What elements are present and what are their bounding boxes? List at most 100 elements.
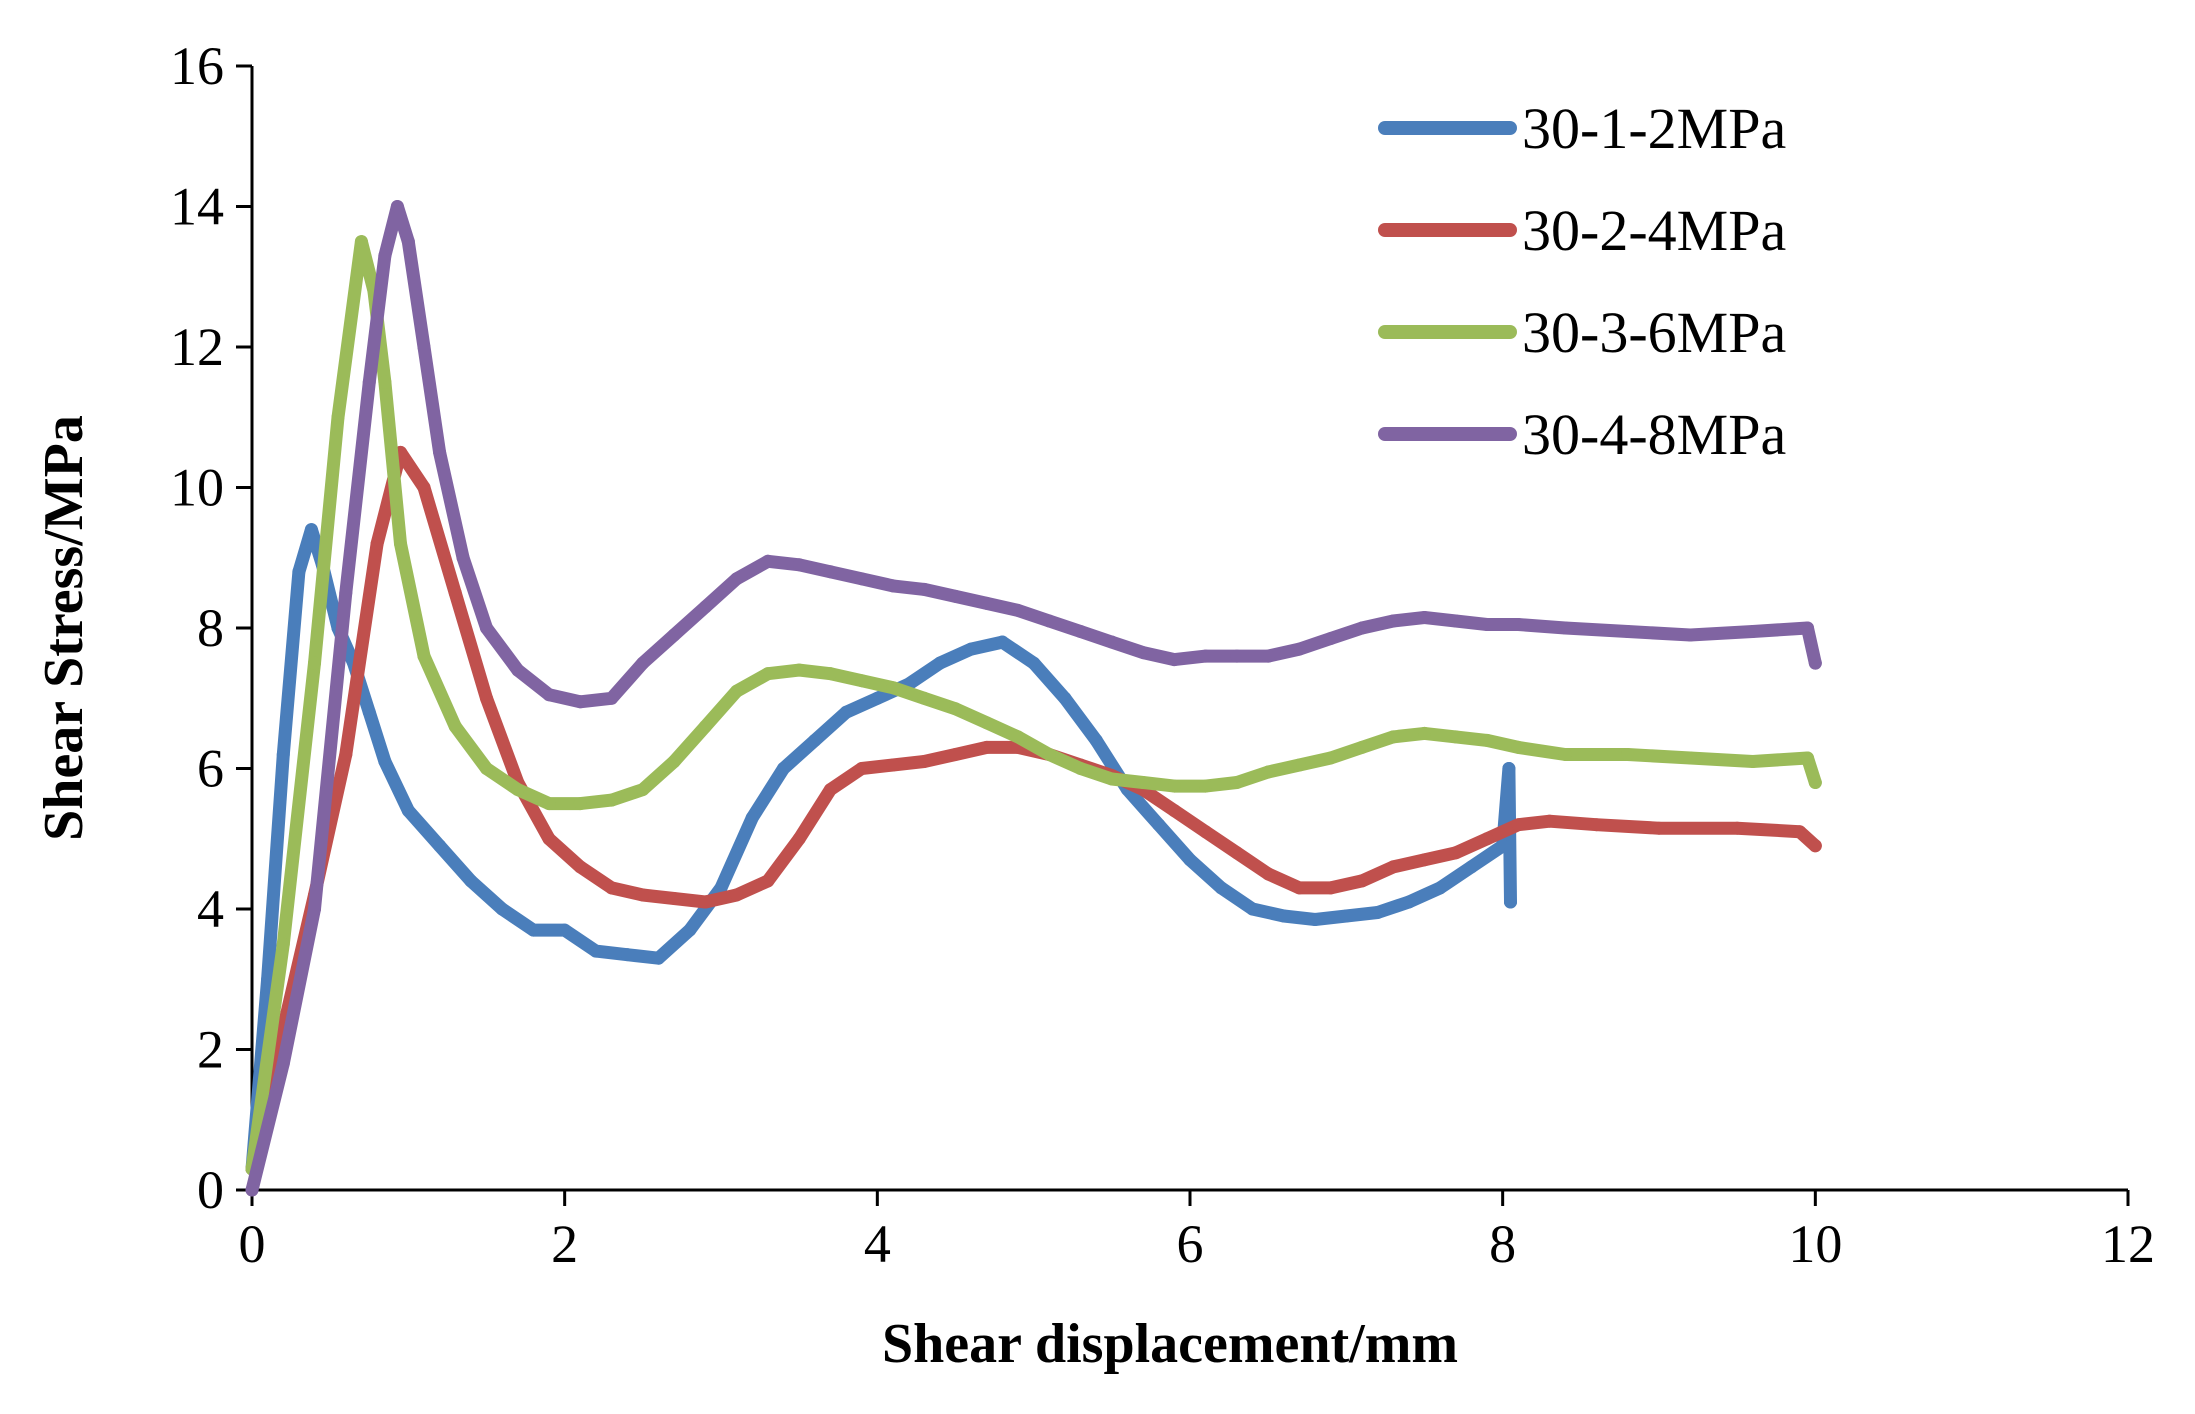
data-point <box>480 621 493 635</box>
data-point <box>839 705 853 719</box>
data-point <box>417 340 431 354</box>
data-point <box>495 902 509 916</box>
data-point <box>1230 846 1244 860</box>
data-point <box>855 572 869 586</box>
data-point <box>855 762 869 775</box>
data-point <box>1183 853 1197 867</box>
data-point <box>378 249 392 263</box>
data-point <box>261 972 275 986</box>
series-line-30-2-4MPa <box>245 445 1822 1176</box>
data-point <box>1292 758 1306 772</box>
data-point <box>980 716 994 730</box>
data-point <box>1089 733 1103 747</box>
data-point <box>698 600 712 614</box>
data-point <box>1449 846 1463 860</box>
data-point <box>1621 747 1635 761</box>
data-point <box>1136 646 1150 660</box>
data-point <box>1230 649 1244 663</box>
data-point <box>464 874 478 888</box>
data-point <box>401 235 415 249</box>
data-point <box>1214 881 1228 895</box>
data-point <box>1339 909 1353 923</box>
data-point <box>456 551 470 565</box>
data-point <box>1480 832 1494 846</box>
data-point <box>292 565 306 579</box>
data-point <box>1058 691 1072 705</box>
data-point <box>980 596 994 610</box>
data-point <box>761 667 775 681</box>
data-point <box>980 740 994 754</box>
data-point <box>276 1057 290 1071</box>
data-point <box>417 481 431 494</box>
data-point <box>448 586 462 600</box>
data-point <box>308 656 322 670</box>
data-point <box>1418 853 1431 867</box>
x-tick-label: 0 <box>239 1214 266 1274</box>
data-point <box>605 793 619 807</box>
data-point <box>1558 747 1572 761</box>
data-point <box>1011 603 1025 617</box>
data-point <box>573 797 587 811</box>
data-point <box>1042 614 1056 628</box>
legend-label: 30-3-6MPa <box>1522 300 1786 365</box>
data-point <box>589 944 603 958</box>
data-point <box>1511 617 1525 631</box>
data-point <box>480 691 493 705</box>
data-point <box>1402 895 1416 909</box>
data-point <box>1292 881 1306 895</box>
data-point <box>378 375 392 389</box>
data-point <box>1261 649 1275 663</box>
data-point <box>331 410 345 424</box>
data-point <box>1683 628 1697 642</box>
data-point <box>448 719 462 733</box>
data-point <box>1464 860 1478 874</box>
data-point <box>636 888 650 902</box>
data-point <box>362 705 376 719</box>
data-point <box>401 804 415 818</box>
data-point <box>1167 653 1181 667</box>
data-point <box>605 881 619 895</box>
axes: 0 2 4 6 8 10 12 14 16 0 2 4 6 8 10 12 <box>170 36 2155 1274</box>
data-point <box>667 891 681 905</box>
data-point <box>792 558 806 572</box>
data-point <box>886 579 900 593</box>
data-point <box>605 691 619 705</box>
data-point <box>1449 730 1463 744</box>
data-point <box>964 642 978 656</box>
data-point <box>1308 913 1322 927</box>
data-point <box>1074 625 1088 639</box>
data-point <box>1355 740 1369 754</box>
data-point <box>667 628 681 642</box>
data-point <box>1480 733 1494 747</box>
data-point <box>304 523 318 537</box>
data-point <box>308 902 322 916</box>
data-point <box>362 375 376 389</box>
y-tick-label: 4 <box>197 879 224 939</box>
data-point <box>370 537 384 551</box>
data-point <box>573 860 587 874</box>
data-point <box>1230 776 1244 790</box>
y-tick-label: 14 <box>170 177 224 237</box>
data-point <box>823 565 837 579</box>
data-point <box>855 674 869 688</box>
data-point <box>792 663 806 677</box>
data-point <box>1730 821 1744 835</box>
data-point <box>1433 881 1447 895</box>
data-point <box>1199 649 1213 663</box>
data-point <box>1261 867 1275 881</box>
data-point <box>933 656 947 670</box>
data-point <box>1261 765 1275 779</box>
data-point <box>433 445 447 459</box>
data-point <box>1152 818 1166 832</box>
legend-label: 30-1-2MPa <box>1522 96 1786 161</box>
data-point <box>1558 621 1572 635</box>
legend: 30-1-2MPa 30-2-4MPa 30-3-6MPa 30-4-8MPa <box>1378 96 1786 467</box>
data-point <box>745 811 759 825</box>
data-point <box>1324 632 1338 646</box>
y-tick-label: 2 <box>197 1020 224 1080</box>
data-point <box>542 688 556 702</box>
data-point <box>1683 751 1697 765</box>
data-point <box>339 747 353 761</box>
data-point <box>1449 614 1463 628</box>
